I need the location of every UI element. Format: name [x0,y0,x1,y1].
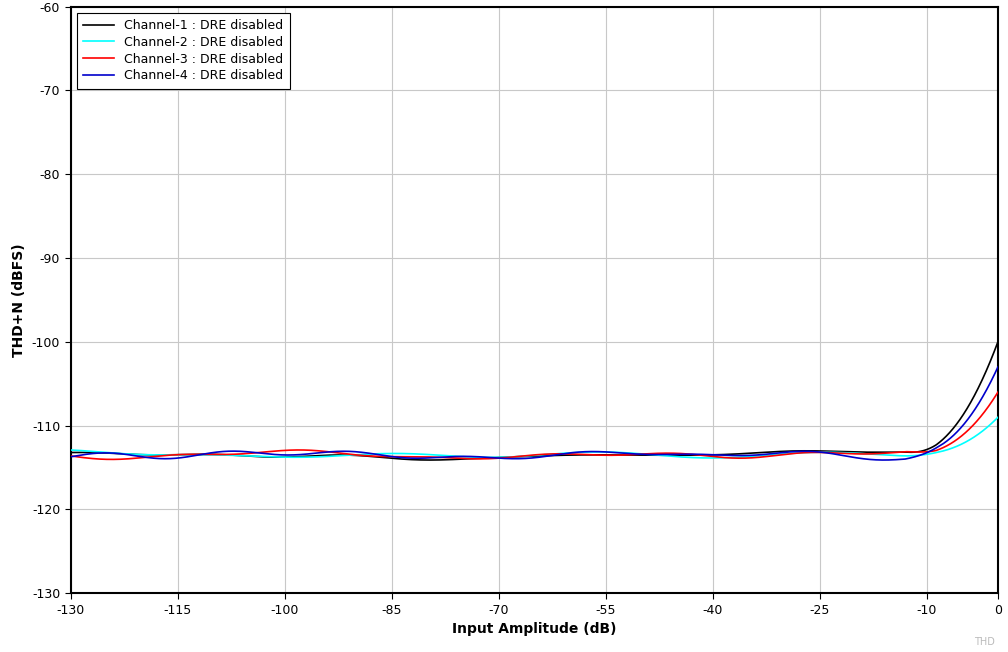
Channel-3 : DRE disabled: (-80.1, -114): DRE disabled: (-80.1, -114) [420,453,432,461]
Channel-1 : DRE disabled: (-79.6, -114): DRE disabled: (-79.6, -114) [423,456,435,464]
Channel-4 : DRE disabled: (-16.6, -114): DRE disabled: (-16.6, -114) [874,456,886,464]
Channel-2 : DRE disabled: (-40.1, -114): DRE disabled: (-40.1, -114) [706,454,718,462]
Channel-4 : DRE disabled: (-74.5, -114): DRE disabled: (-74.5, -114) [461,452,473,460]
Line: Channel-2 : DRE disabled: Channel-2 : DRE disabled [71,417,998,458]
Channel-2 : DRE disabled: (0, -109): DRE disabled: (0, -109) [992,413,1004,421]
Legend: Channel-1 : DRE disabled, Channel-2 : DRE disabled, Channel-3 : DRE disabled, Ch: Channel-1 : DRE disabled, Channel-2 : DR… [77,13,289,89]
Channel-4 : DRE disabled: (-115, -114): DRE disabled: (-115, -114) [170,454,182,462]
Channel-2 : DRE disabled: (-115, -113): DRE disabled: (-115, -113) [170,451,182,459]
Line: Channel-3 : DRE disabled: Channel-3 : DRE disabled [71,392,998,460]
Channel-2 : DRE disabled: (-107, -114): DRE disabled: (-107, -114) [226,451,238,459]
Channel-2 : DRE disabled: (-16.5, -113): DRE disabled: (-16.5, -113) [874,451,886,458]
Channel-4 : DRE disabled: (-2.51, -107): DRE disabled: (-2.51, -107) [974,398,986,406]
Channel-3 : DRE disabled: (-107, -113): DRE disabled: (-107, -113) [226,451,238,458]
Channel-1 : DRE disabled: (-130, -113): DRE disabled: (-130, -113) [65,449,77,456]
Channel-4 : DRE disabled: (0, -103): DRE disabled: (0, -103) [992,363,1004,371]
Channel-3 : DRE disabled: (-2.51, -109): DRE disabled: (-2.51, -109) [974,413,986,421]
Channel-1 : DRE disabled: (0, -100): DRE disabled: (0, -100) [992,338,1004,346]
Channel-1 : DRE disabled: (-107, -114): DRE disabled: (-107, -114) [226,451,238,459]
Channel-1 : DRE disabled: (-80.2, -114): DRE disabled: (-80.2, -114) [420,456,432,464]
Line: Channel-1 : DRE disabled: Channel-1 : DRE disabled [71,342,998,460]
Channel-2 : DRE disabled: (-74.5, -114): DRE disabled: (-74.5, -114) [461,453,473,461]
Channel-2 : DRE disabled: (-130, -113): DRE disabled: (-130, -113) [65,446,77,454]
Channel-4 : DRE disabled: (-80.2, -114): DRE disabled: (-80.2, -114) [420,454,432,462]
Channel-3 : DRE disabled: (-74.5, -114): DRE disabled: (-74.5, -114) [461,454,473,462]
Channel-1 : DRE disabled: (-74.5, -114): DRE disabled: (-74.5, -114) [461,455,473,463]
Channel-2 : DRE disabled: (-80.2, -113): DRE disabled: (-80.2, -113) [420,451,432,458]
Channel-3 : DRE disabled: (-130, -114): DRE disabled: (-130, -114) [65,452,77,460]
Channel-3 : DRE disabled: (-115, -113): DRE disabled: (-115, -113) [170,451,182,458]
Channel-1 : DRE disabled: (-16.5, -113): DRE disabled: (-16.5, -113) [874,449,886,456]
X-axis label: Input Amplitude (dB): Input Amplitude (dB) [452,622,617,636]
Text: THD: THD [974,637,995,647]
Channel-1 : DRE disabled: (-2.51, -105): DRE disabled: (-2.51, -105) [974,381,986,389]
Channel-2 : DRE disabled: (-2.51, -111): DRE disabled: (-2.51, -111) [974,429,986,437]
Channel-4 : DRE disabled: (-107, -113): DRE disabled: (-107, -113) [226,447,238,455]
Channel-4 : DRE disabled: (-16, -114): DRE disabled: (-16, -114) [878,456,890,464]
Channel-4 : DRE disabled: (-130, -114): DRE disabled: (-130, -114) [65,453,77,461]
Channel-1 : DRE disabled: (-115, -113): DRE disabled: (-115, -113) [170,451,182,458]
Channel-3 : DRE disabled: (-16.5, -113): DRE disabled: (-16.5, -113) [874,450,886,458]
Line: Channel-4 : DRE disabled: Channel-4 : DRE disabled [71,367,998,460]
Y-axis label: THD+N (dBFS): THD+N (dBFS) [12,243,26,357]
Channel-3 : DRE disabled: (-124, -114): DRE disabled: (-124, -114) [106,456,118,464]
Channel-3 : DRE disabled: (0, -106): DRE disabled: (0, -106) [992,388,1004,396]
